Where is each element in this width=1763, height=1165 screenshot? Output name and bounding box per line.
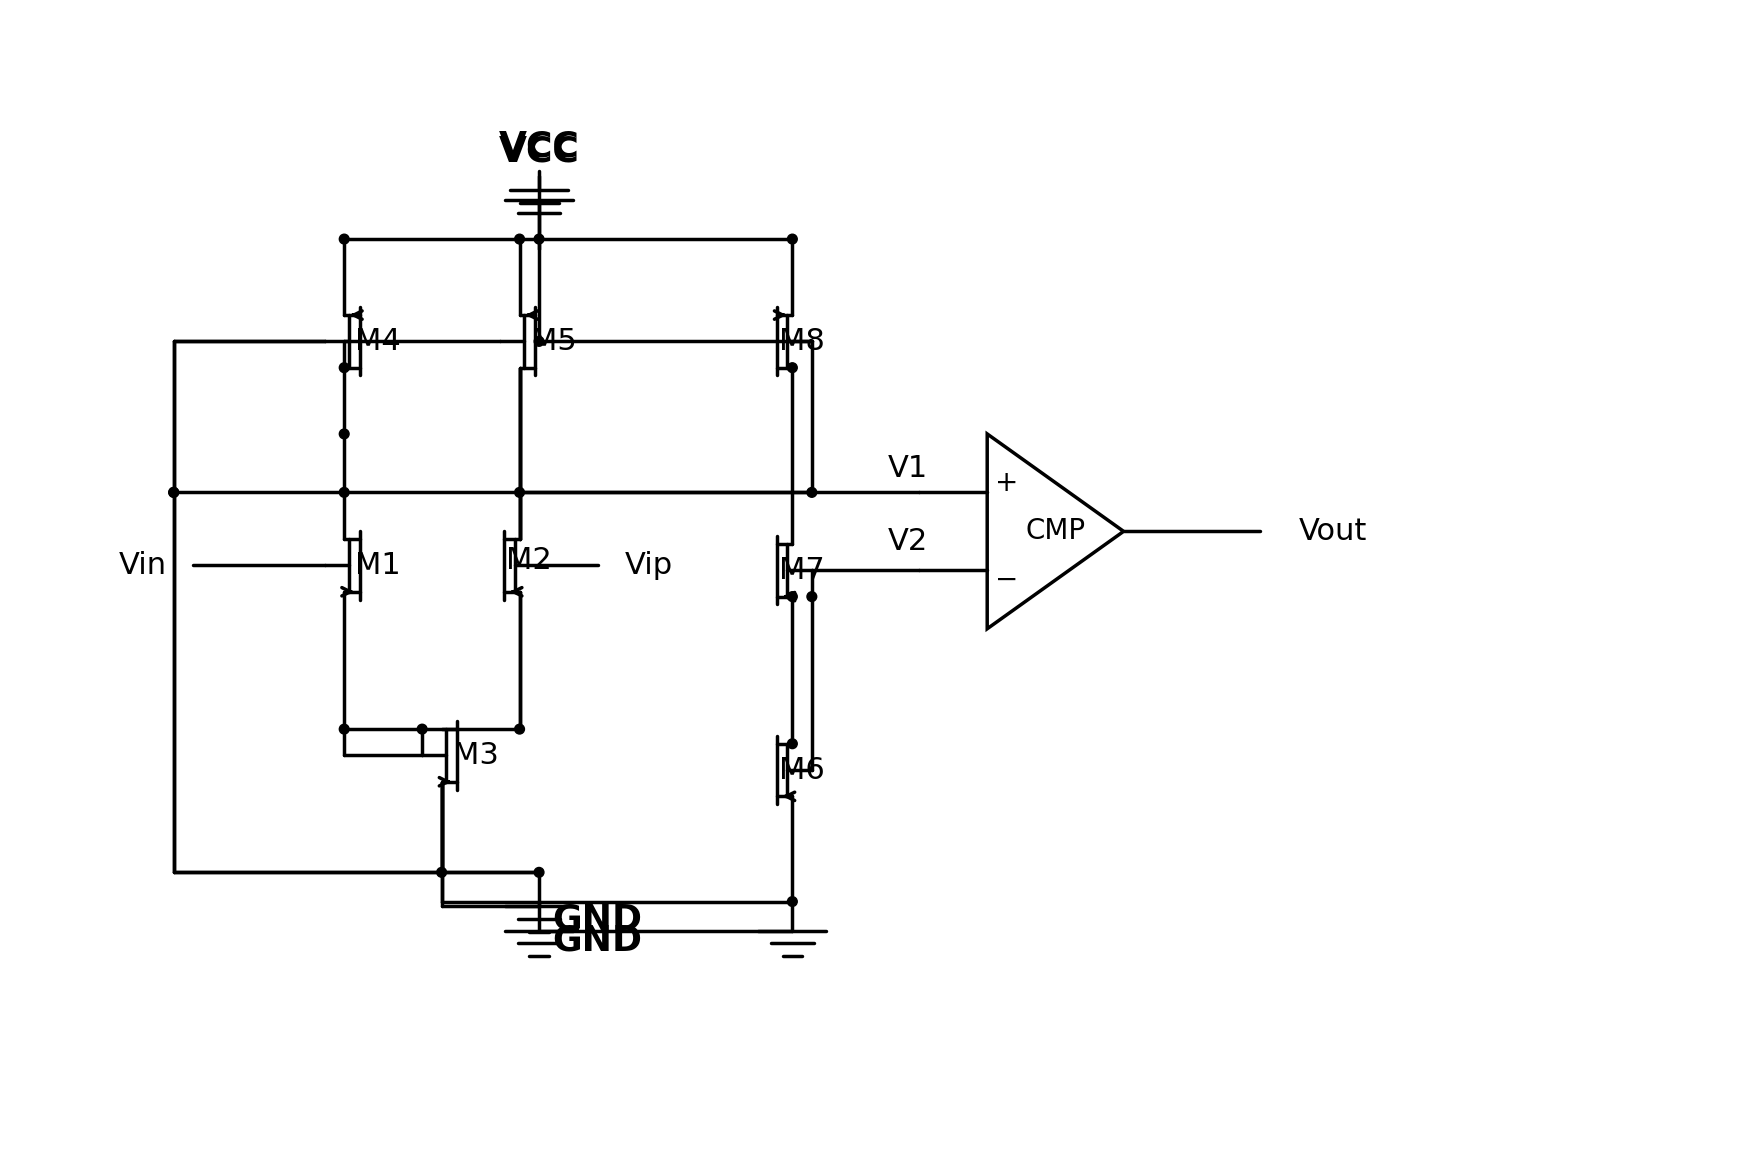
Circle shape [338,234,349,243]
Text: +: + [994,468,1019,496]
Text: V1: V1 [889,453,927,482]
Circle shape [169,487,178,497]
Circle shape [338,362,349,373]
Circle shape [169,487,178,497]
Text: M3: M3 [453,741,499,770]
Text: M4: M4 [356,327,402,355]
Text: M5: M5 [531,327,577,355]
Text: GND: GND [552,902,642,937]
Circle shape [338,725,349,734]
Circle shape [418,725,427,734]
Text: V2: V2 [889,527,927,556]
Circle shape [534,337,545,346]
Circle shape [515,487,524,497]
Text: GND: GND [552,924,642,958]
Text: M7: M7 [779,556,825,585]
Text: VCC: VCC [499,129,580,163]
Circle shape [788,592,797,601]
Circle shape [788,739,797,749]
Circle shape [338,429,349,439]
Text: Vip: Vip [624,551,673,580]
Text: CMP: CMP [1026,517,1086,545]
Circle shape [534,868,545,877]
Circle shape [515,234,524,243]
Text: M6: M6 [779,756,825,784]
Text: M1: M1 [356,551,402,580]
Text: −: − [994,566,1019,594]
Circle shape [437,868,446,877]
Circle shape [338,487,349,497]
Circle shape [807,487,816,497]
Text: Vout: Vout [1299,517,1368,546]
Text: M8: M8 [779,327,825,355]
Circle shape [788,234,797,243]
Text: Vin: Vin [118,551,167,580]
Circle shape [788,362,797,373]
Circle shape [788,897,797,906]
Circle shape [807,592,816,601]
Circle shape [515,725,524,734]
Text: VCC: VCC [499,134,580,169]
Circle shape [534,234,545,243]
Text: M2: M2 [506,546,552,576]
